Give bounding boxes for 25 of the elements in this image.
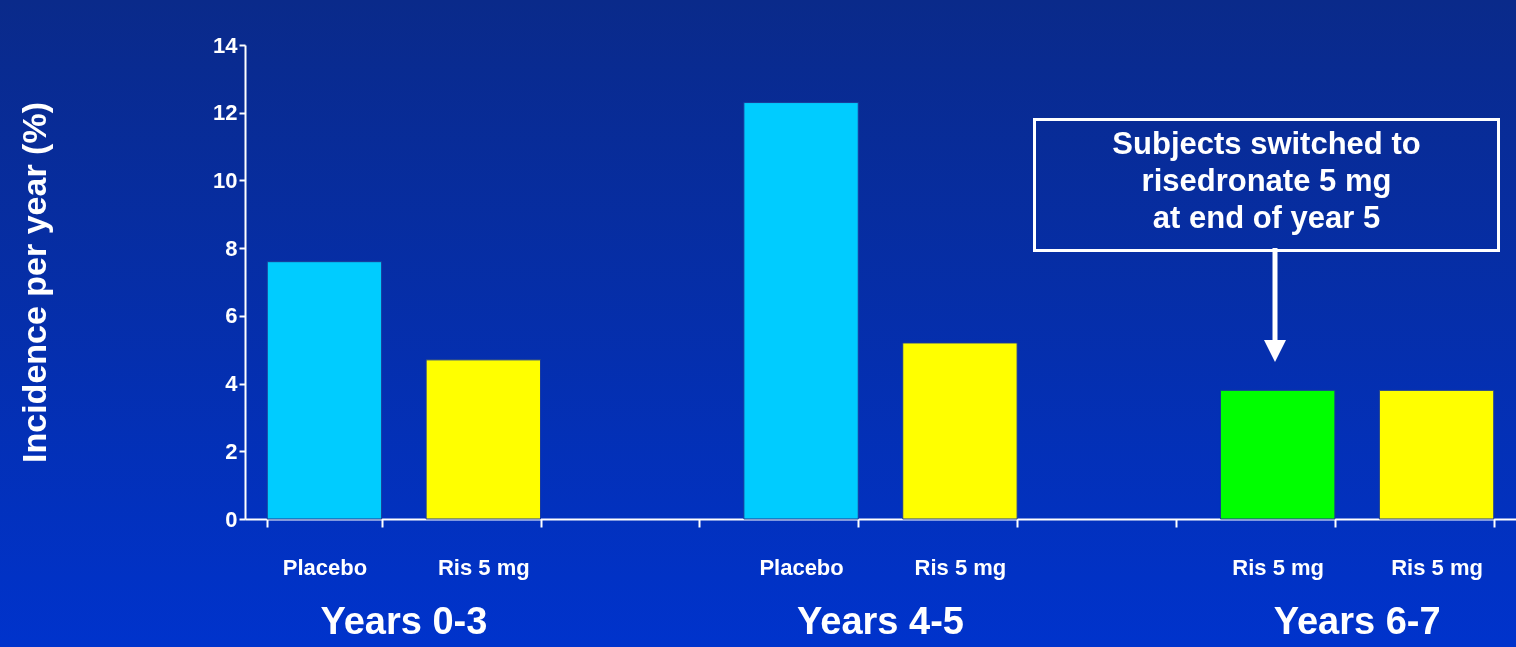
text: Years 6-7 [1272,600,1442,643]
x-tick-label: Placebo [282,554,368,580]
y-tick-label: 6 [225,303,238,329]
bar [1219,389,1336,520]
y-tick-label: 4 [225,371,239,397]
bar [1378,389,1495,520]
y-tick-label: 2 [225,438,238,464]
x-tick-label: Placebo [759,554,844,580]
y-tick-label: 10 [213,167,238,193]
bar [266,261,383,520]
y-tick-label: 14 [213,32,239,58]
bar [743,102,859,520]
text: Years 0-3 [319,600,489,643]
y-tick-label: 8 [225,235,238,261]
x-tick-label: Ris 5 mg [1232,554,1325,580]
y-tick-label: 12 [213,100,238,126]
x-tick-label: Ris 5 mg [1391,554,1483,580]
x-tick-label: Ris 5 mg [914,554,1007,580]
x-tick-label: Ris 5 mg [437,554,530,580]
annotation: Subjects switched to risedronate 5 mg at end of year 5 [1033,118,1500,252]
bar [425,359,542,520]
text: Years 4-5 [796,600,965,643]
y-tick-label: 0 [225,506,238,532]
bar [902,342,1018,520]
y-axis-title: Incidence per year (%) [14,102,53,463]
